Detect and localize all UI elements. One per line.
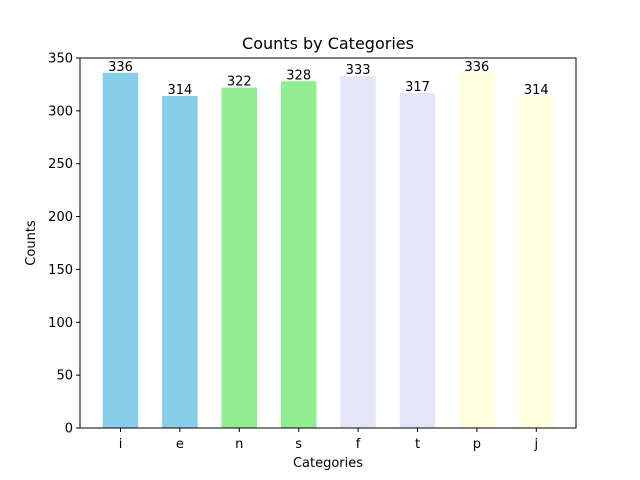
y-tick-label-0: 0 <box>65 422 73 437</box>
plot-frame <box>79 57 577 429</box>
x-tick-label-n: n <box>235 437 243 452</box>
bar-j <box>518 96 555 429</box>
data-label-s: 328 <box>286 68 311 83</box>
x-tick-label-i: i <box>119 437 123 452</box>
chart-title: Counts by Categories <box>242 34 414 53</box>
y-tick-label-150: 150 <box>48 263 73 278</box>
bar-i <box>102 72 139 429</box>
bar-f <box>340 75 376 428</box>
bars-group <box>102 72 555 429</box>
y-axis-label: Counts <box>24 220 39 266</box>
bar-p <box>459 72 495 429</box>
bar-s <box>280 81 317 428</box>
y-tick-label-200: 200 <box>48 210 73 225</box>
y-axis-ticks: 0 50 100 150 200 250 300 350 <box>48 52 80 437</box>
y-tick-label-250: 250 <box>48 157 73 172</box>
data-label-p: 336 <box>464 60 489 75</box>
y-tick-label-50: 50 <box>56 369 73 384</box>
y-tick-label-300: 300 <box>48 104 73 119</box>
data-labels-group: 336 314 322 328 333 317 336 314 <box>108 60 549 98</box>
x-axis-label: Categories <box>293 456 363 471</box>
x-tick-label-j: j <box>533 437 538 452</box>
data-label-j: 314 <box>524 83 549 98</box>
data-label-t: 317 <box>405 80 430 95</box>
x-tick-label-t: t <box>415 437 420 452</box>
x-tick-label-f: f <box>356 437 361 452</box>
x-tick-label-p: p <box>473 437 481 452</box>
data-label-f: 333 <box>346 63 371 78</box>
data-label-n: 322 <box>227 75 252 90</box>
x-tick-label-s: s <box>295 437 302 452</box>
y-tick-label-350: 350 <box>48 52 73 67</box>
bar-n <box>221 87 258 428</box>
data-label-e: 314 <box>167 83 192 98</box>
data-label-i: 336 <box>108 60 133 75</box>
x-tick-label-e: e <box>176 437 184 452</box>
y-tick-label-100: 100 <box>48 316 73 331</box>
bar-e <box>162 96 198 429</box>
bar-t <box>399 92 436 428</box>
